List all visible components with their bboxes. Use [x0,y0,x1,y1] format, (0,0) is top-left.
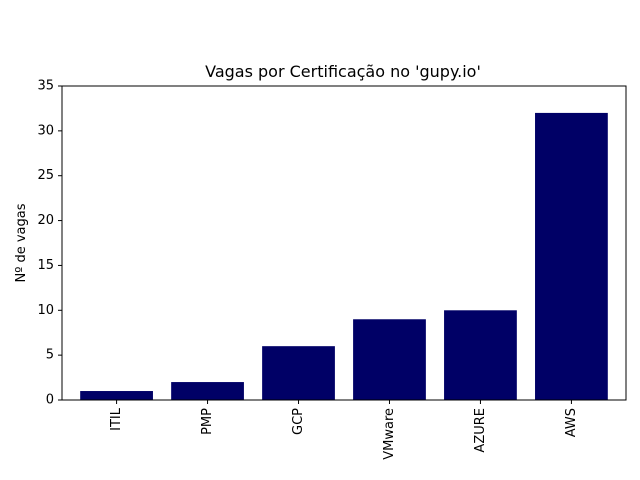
chart-title: Vagas por Certificação no 'gupy.io' [205,62,481,81]
bar-aws [535,112,608,400]
bar-gcp [262,346,335,400]
y-tick-label: 0 [46,393,54,408]
bar-pmp [171,382,244,400]
y-tick-label: 30 [37,123,54,138]
x-tick-label: GCP [291,408,306,435]
y-tick-label: 25 [37,168,54,183]
x-tick-label: AWS [564,408,579,437]
x-tick-label: VMware [382,408,397,460]
y-axis-label: Nº de vagas [14,203,29,282]
bars [80,112,608,400]
bar-azure [444,310,517,400]
bar-vmware [353,319,426,400]
x-tick-label: PMP [200,408,215,435]
y-tick-label: 35 [37,79,54,94]
y-tick-label: 10 [37,303,54,318]
x-tick-label: AZURE [473,408,488,453]
y-tick-label: 15 [37,258,54,273]
y-axis-ticks: 0 5 10 15 20 25 30 35 [37,79,62,408]
y-tick-label: 5 [46,348,54,363]
y-tick-label: 20 [37,213,54,228]
x-tick-label: ITIL [109,407,124,431]
x-axis-ticks: ITIL PMP GCP VMware AZURE AWS [109,400,579,460]
plot-frame [61,85,627,401]
bar-itil [80,391,153,400]
